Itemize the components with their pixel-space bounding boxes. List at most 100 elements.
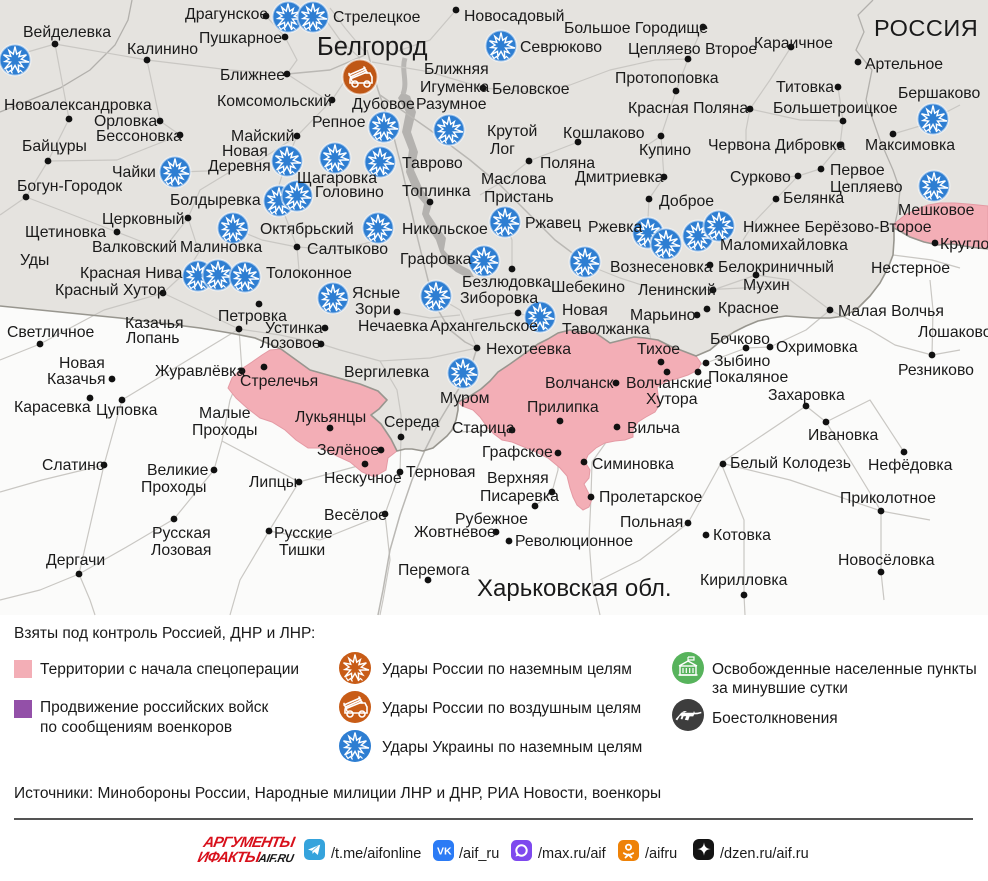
svg-text:Лукьянцы: Лукьянцы — [295, 409, 366, 426]
svg-text:Кошлаково: Кошлаково — [563, 125, 645, 142]
svg-text:Драгунское: Драгунское — [185, 6, 268, 23]
svg-text:Верхняя: Верхняя — [487, 470, 549, 487]
svg-text:Лошаково: Лошаково — [918, 324, 988, 341]
svg-text:Польная: Польная — [620, 514, 683, 531]
svg-text:Жовтневое: Жовтневое — [414, 524, 496, 541]
svg-text:Пролетарское: Пролетарское — [599, 489, 702, 506]
svg-text:Ивановка: Ивановка — [808, 427, 879, 444]
svg-text:Лозовое: Лозовое — [260, 335, 321, 352]
svg-text:Архангельское: Архангельское — [430, 318, 538, 335]
svg-text:Новосёловка: Новосёловка — [838, 552, 935, 569]
svg-text:/aif_ru: /aif_ru — [459, 846, 499, 862]
svg-text:Таврово: Таврово — [402, 155, 463, 172]
svg-text:Пушкарное: Пушкарное — [199, 30, 282, 47]
svg-text:Волчанские: Волчанские — [626, 375, 712, 392]
svg-text:Русские: Русские — [274, 525, 333, 542]
svg-text:Белгород: Белгород — [317, 33, 428, 61]
svg-text:Казачья: Казачья — [125, 315, 184, 332]
svg-text:Перемога: Перемога — [398, 562, 470, 579]
svg-text:Цепляево Второе: Цепляево Второе — [628, 41, 757, 58]
svg-text:Максимовка: Максимовка — [865, 137, 955, 154]
svg-text:Писаревка: Писаревка — [480, 488, 559, 505]
svg-text:Лог: Лог — [490, 141, 515, 158]
svg-text:Игуменка: Игуменка — [420, 79, 489, 96]
svg-text:Удары России по наземным целям: Удары России по наземным целям — [382, 661, 632, 678]
svg-text:Новая: Новая — [222, 143, 268, 160]
svg-text:Тихое: Тихое — [637, 341, 680, 358]
svg-text:Муром: Муром — [440, 390, 490, 407]
svg-text:Топлинка: Топлинка — [402, 183, 471, 200]
svg-text:Маслова: Маслова — [481, 171, 546, 188]
svg-text:Бочково: Бочково — [710, 331, 770, 348]
svg-text:Слатино: Слатино — [42, 457, 105, 474]
svg-text:Лозовая: Лозовая — [151, 542, 211, 559]
svg-text:Устинка: Устинка — [265, 320, 323, 337]
svg-text:Проходы: Проходы — [141, 479, 206, 496]
svg-text:Харьковская обл.: Харьковская обл. — [477, 575, 672, 602]
svg-text:Великие: Великие — [147, 462, 209, 479]
svg-text:Петровка: Петровка — [218, 308, 287, 325]
svg-text:Нехотеевка: Нехотеевка — [486, 341, 571, 358]
svg-text:Круглое: Круглое — [940, 236, 988, 253]
svg-text:Артельное: Артельное — [865, 56, 943, 73]
svg-text:Большетроицкое: Большетроицкое — [773, 100, 898, 117]
svg-text:Липцы: Липцы — [249, 474, 297, 491]
svg-text:Доброе: Доброе — [659, 193, 714, 210]
svg-text:Маломихайловка: Маломихайловка — [720, 237, 848, 254]
svg-text:Октябрьский: Октябрьский — [260, 221, 354, 238]
svg-text:Мухин: Мухин — [743, 277, 790, 294]
svg-text:Малиновка: Малиновка — [180, 239, 262, 256]
svg-text:Новоалександровка: Новоалександровка — [4, 97, 152, 114]
svg-text:VK: VK — [437, 846, 452, 858]
svg-text:Червона Дибровка: Червона Дибровка — [708, 137, 846, 154]
svg-text:Журавлёвка: Журавлёвка — [155, 363, 245, 380]
svg-text:Церковный: Церковный — [102, 211, 184, 228]
svg-text:Уды: Уды — [20, 252, 49, 269]
svg-text:Приколотное: Приколотное — [840, 490, 936, 507]
svg-text:Ближнее: Ближнее — [220, 67, 285, 84]
svg-text:Вейделевка: Вейделевка — [23, 24, 111, 41]
svg-text:по сообщениям военкоров: по сообщениям военкоров — [40, 719, 232, 736]
svg-text:за минувшие сутки: за минувшие сутки — [712, 680, 848, 697]
svg-text:Щагаровка: Щагаровка — [297, 170, 377, 187]
svg-text:Зори: Зори — [355, 301, 391, 318]
svg-text:Разумное: Разумное — [416, 96, 487, 113]
svg-text:Комсомольский: Комсомольский — [217, 93, 332, 110]
svg-text:Весёлое: Весёлое — [324, 507, 387, 524]
svg-text:Зиборовка: Зиборовка — [460, 290, 538, 307]
svg-text:Цуповка: Цуповка — [96, 402, 158, 419]
svg-text:Сурково: Сурково — [730, 169, 791, 186]
svg-text:Охримовка: Охримовка — [776, 339, 858, 356]
svg-text:Хутора: Хутора — [646, 391, 698, 408]
svg-text:Нижнее Берёзово-Второе: Нижнее Берёзово-Второе — [743, 219, 932, 236]
svg-text:/dzen.ru/aif.ru: /dzen.ru/aif.ru — [720, 846, 809, 862]
svg-text:Симиновка: Симиновка — [592, 456, 674, 473]
svg-text:Удары Украины по наземным целя: Удары Украины по наземным целям — [382, 739, 642, 756]
svg-text:Боестолкновения: Боестолкновения — [712, 710, 838, 727]
svg-text:Русская: Русская — [152, 525, 211, 542]
svg-text:Байцуры: Байцуры — [22, 138, 87, 155]
svg-text:Ближняя: Ближняя — [424, 61, 489, 78]
svg-text:Шебекино: Шебекино — [551, 279, 625, 296]
svg-text:Тишки: Тишки — [279, 542, 325, 559]
svg-text:Революционное: Революционное — [515, 533, 633, 550]
svg-text:Пристань: Пристань — [484, 189, 554, 206]
svg-text:Майский: Майский — [231, 128, 294, 145]
svg-text:Волчанск: Волчанск — [545, 375, 613, 392]
svg-text:Головино: Головино — [315, 184, 384, 201]
svg-text:Нечаевка: Нечаевка — [358, 318, 428, 335]
svg-text:Казачья: Казачья — [47, 371, 106, 388]
svg-text:Зелёное: Зелёное — [317, 442, 379, 459]
svg-text:Старица: Старица — [452, 420, 515, 437]
svg-text:Орловка: Орловка — [94, 113, 157, 130]
svg-text:Вергилевка: Вергилевка — [344, 364, 429, 381]
svg-text:Проходы: Проходы — [192, 422, 257, 439]
svg-text:Таволжанка: Таволжанка — [562, 321, 650, 338]
svg-text:Протопоповка: Протопоповка — [615, 70, 719, 87]
svg-text:Кирилловка: Кирилловка — [700, 572, 788, 589]
svg-text:Марьино: Марьино — [630, 307, 696, 324]
svg-text:Прилипка: Прилипка — [527, 399, 599, 416]
svg-text:Котовка: Котовка — [713, 527, 771, 544]
svg-text:Крутой: Крутой — [487, 123, 537, 140]
svg-text:РОССИЯ: РОССИЯ — [874, 15, 978, 41]
